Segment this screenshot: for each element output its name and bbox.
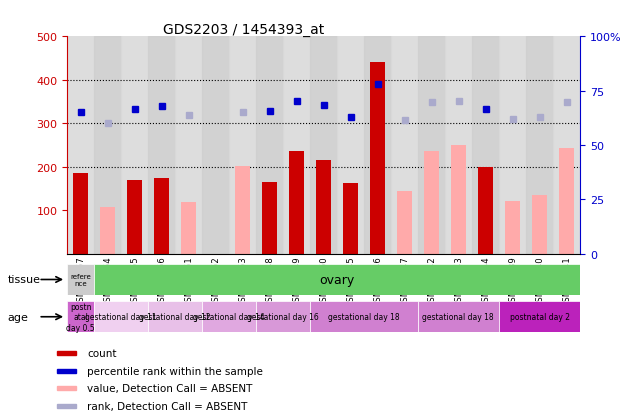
Bar xyxy=(283,37,310,254)
Bar xyxy=(316,161,331,254)
Bar xyxy=(94,37,121,254)
Bar xyxy=(57,404,76,408)
Bar xyxy=(553,37,580,254)
Bar xyxy=(310,301,418,332)
Bar xyxy=(505,202,520,254)
Bar xyxy=(256,37,283,254)
Bar xyxy=(391,37,418,254)
Bar xyxy=(526,37,553,254)
Text: postn
atal
day 0.5: postn atal day 0.5 xyxy=(67,302,95,332)
Text: refere
nce: refere nce xyxy=(71,273,91,286)
Text: gestational day 18: gestational day 18 xyxy=(422,313,495,321)
Bar xyxy=(128,180,142,254)
Bar xyxy=(121,37,148,254)
Bar xyxy=(148,301,203,332)
Bar xyxy=(289,152,304,254)
Bar xyxy=(229,37,256,254)
Bar xyxy=(73,174,88,254)
Bar xyxy=(154,178,169,254)
Text: value, Detection Call = ABSENT: value, Detection Call = ABSENT xyxy=(87,383,253,394)
Bar xyxy=(418,37,445,254)
Text: postnatal day 2: postnatal day 2 xyxy=(510,313,570,321)
Bar xyxy=(256,301,310,332)
Bar xyxy=(67,301,94,332)
Bar xyxy=(499,37,526,254)
Bar xyxy=(478,167,493,254)
Bar xyxy=(445,37,472,254)
Text: gestational day 16: gestational day 16 xyxy=(247,313,319,321)
Text: ovary: ovary xyxy=(320,273,355,286)
Text: gestational day 14: gestational day 14 xyxy=(194,313,265,321)
Text: gestational day 12: gestational day 12 xyxy=(140,313,211,321)
Bar xyxy=(57,369,76,373)
Bar xyxy=(424,151,439,254)
Bar xyxy=(310,37,337,254)
Bar xyxy=(559,149,574,254)
Bar xyxy=(181,203,196,254)
Bar xyxy=(337,37,364,254)
Text: percentile rank within the sample: percentile rank within the sample xyxy=(87,366,263,376)
Bar xyxy=(175,37,203,254)
Text: count: count xyxy=(87,348,117,358)
Bar xyxy=(203,301,256,332)
Text: age: age xyxy=(8,312,29,322)
Bar xyxy=(499,301,580,332)
Bar xyxy=(148,37,175,254)
Text: tissue: tissue xyxy=(8,275,40,285)
Bar xyxy=(451,146,466,254)
Bar xyxy=(262,183,277,254)
Bar xyxy=(370,63,385,254)
Bar xyxy=(101,207,115,254)
Bar xyxy=(532,195,547,254)
Text: gestational day 18: gestational day 18 xyxy=(328,313,400,321)
Bar xyxy=(203,37,229,254)
Bar xyxy=(472,37,499,254)
Bar xyxy=(235,166,250,254)
Text: GDS2203 / 1454393_at: GDS2203 / 1454393_at xyxy=(163,23,324,37)
Bar xyxy=(94,301,148,332)
Bar xyxy=(364,37,391,254)
Text: gestational day 11: gestational day 11 xyxy=(85,313,157,321)
Bar xyxy=(397,192,412,254)
Text: rank, Detection Call = ABSENT: rank, Detection Call = ABSENT xyxy=(87,401,247,411)
Bar xyxy=(418,301,499,332)
Bar xyxy=(67,37,94,254)
Bar xyxy=(57,351,76,356)
Bar xyxy=(57,386,76,391)
Bar xyxy=(67,264,94,295)
Bar xyxy=(344,184,358,254)
